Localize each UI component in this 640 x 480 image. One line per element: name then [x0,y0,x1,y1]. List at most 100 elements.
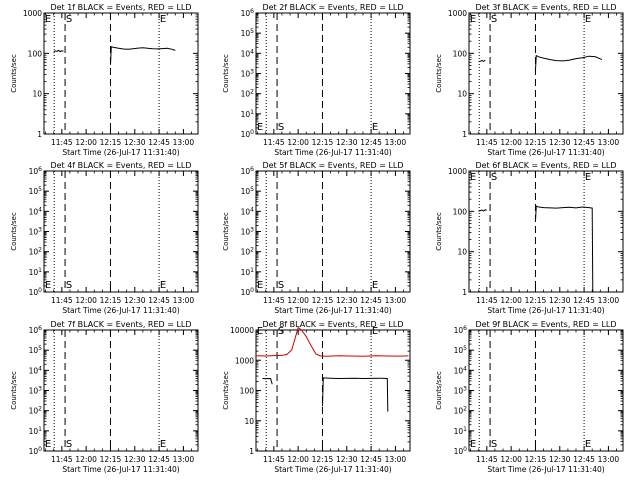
plot-frame [43,170,199,293]
plot-frame [43,329,199,452]
x-tick-label: 12:00 [75,455,97,464]
x-tick-label: 12:15 [312,296,334,305]
x-axis-label: Start Time (26-Jul-17 11:31:40) [487,465,604,474]
x-tick-label: 12:15 [100,138,122,147]
panel-title: Det 5f BLACK = Events, RED = LLD [262,161,403,170]
x-tick-label: 12:15 [525,138,547,147]
y-tick-label: 102 [29,406,43,416]
marker-annotation: E [585,439,591,450]
plot-frame [43,12,199,135]
x-tick-label: 11:45 [51,455,73,464]
x-tick-label: 12:15 [100,455,122,464]
y-tick-label: 105 [29,186,43,196]
x-tick-label: 11:45 [263,455,285,464]
x-axis-label: Start Time (26-Jul-17 11:31:40) [487,148,604,157]
y-tick-label: 103 [29,227,43,237]
y-tick-label: 100 [241,129,255,139]
events-series-line [262,377,273,385]
panel-title: Det 9f BLACK = Events, RED = LLD [475,320,616,329]
x-tick-label: 13:00 [173,138,195,147]
x-tick-label: 12:30 [549,455,571,464]
lld-series-line [255,326,409,357]
x-tick-label: 11:45 [51,296,73,305]
x-tick-label: 13:00 [385,455,407,464]
events-series-line [535,205,594,293]
x-tick-label: 13:00 [598,296,620,305]
x-tick-label: 11:45 [263,138,285,147]
y-tick-label: 104 [454,365,468,375]
x-tick-label: 12:15 [312,138,334,147]
y-tick-label: 10 [244,417,254,426]
detector-panel: Det 3f BLACK = Events, RED = LLD 1 10 100 10… [435,3,624,157]
detector-panel: Det 8f BLACK = Events, RED = LLD 1 10 100 10… [222,320,411,474]
x-tick-label: 12:30 [336,138,358,147]
y-tick-label: 105 [241,28,255,38]
marker-annotation: E [257,122,263,133]
x-tick-label: 13:00 [598,138,620,147]
x-tick-label: 13:00 [173,455,195,464]
x-tick-label: 12:15 [525,455,547,464]
marker-annotation: S [491,14,497,25]
y-tick-label: 105 [29,345,43,355]
x-axis-label: Start Time (26-Jul-17 11:31:40) [62,148,179,157]
marker-annotation: S [491,172,497,183]
panel-title: Det 4f BLACK = Events, RED = LLD [50,161,191,170]
x-tick-label: 12:30 [124,296,146,305]
marker-annotation: E [470,439,476,450]
y-tick-label: 1 [462,130,467,139]
events-series-line [535,54,603,70]
events-series-line [478,59,486,63]
y-tick-label: 1000 [23,9,42,18]
marker-annotation: E [470,172,476,183]
marker-annotation: E [45,14,51,25]
detector-panel: Det 1f BLACK = Events, RED = LLD 1 10 100 10… [10,3,199,157]
x-axis-label: Start Time (26-Jul-17 11:31:40) [62,465,179,474]
events-series-line [110,46,176,65]
detector-panel: Det 4f BLACK = Events, RED = LLD 100 101 10… [10,161,199,315]
x-axis-label: Start Time (26-Jul-17 11:31:40) [487,306,604,315]
y-axis-label: Counts/sec [435,54,443,93]
x-tick-label: 12:00 [75,138,97,147]
plot-frame [468,170,624,293]
marker-annotation: E [160,439,166,450]
y-axis-label: Counts/sec [222,371,230,410]
y-tick-label: 104 [241,48,255,58]
y-tick-label: 100 [28,49,43,58]
marker-annotation: S [66,280,72,291]
y-tick-label: 1 [249,447,254,456]
panel-title: Det 7f BLACK = Events, RED = LLD [50,320,191,329]
x-tick-label: 12:15 [100,296,122,305]
detector-panel: Det 6f BLACK = Events, RED = LLD 1 10 100 10… [435,161,624,315]
y-tick-label: 100 [454,446,468,456]
x-tick-label: 12:30 [124,455,146,464]
y-tick-label: 106 [29,166,43,176]
y-tick-label: 104 [29,365,43,375]
detector-panel: Det 7f BLACK = Events, RED = LLD 100 101 10… [10,320,199,474]
y-tick-label: 106 [29,325,43,335]
y-tick-label: 100 [453,207,468,216]
y-tick-label: 105 [241,186,255,196]
marker-annotation: E [585,172,591,183]
y-axis-label: Counts/sec [10,212,18,251]
x-tick-label: 12:00 [500,455,522,464]
x-axis-label: Start Time (26-Jul-17 11:31:40) [274,465,391,474]
plot-frame [255,170,411,293]
x-tick-label: 12:00 [75,296,97,305]
y-tick-label: 106 [454,325,468,335]
y-tick-label: 102 [241,89,255,99]
y-tick-label: 100 [241,287,255,297]
y-tick-label: 10 [457,248,467,257]
x-tick-label: 12:00 [500,138,522,147]
y-axis-label: Counts/sec [10,54,18,93]
x-tick-label: 12:30 [336,296,358,305]
plot-frame [468,329,624,452]
x-tick-label: 11:45 [51,138,73,147]
x-tick-label: 12:00 [287,296,309,305]
events-series-line [478,209,487,212]
detector-panel: Det 2f BLACK = Events, RED = LLD 100 101 10… [222,3,411,157]
plot-frame [468,12,624,135]
x-tick-label: 12:00 [500,296,522,305]
x-tick-label: 11:45 [476,455,498,464]
marker-annotation: S [278,122,284,133]
